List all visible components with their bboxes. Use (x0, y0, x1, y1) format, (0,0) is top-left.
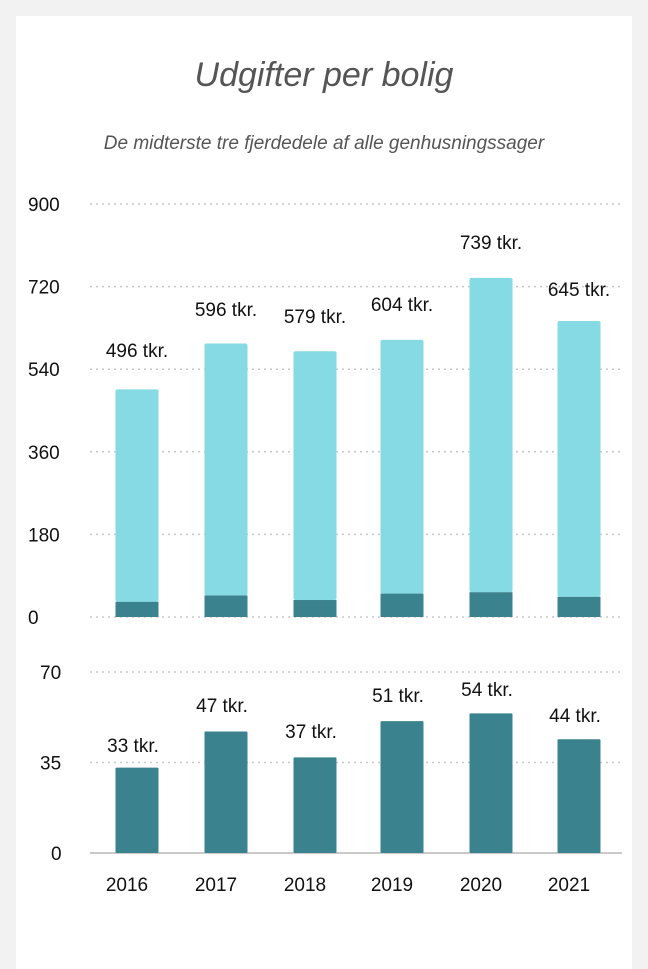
bottom-data-label: 54 tkr. (461, 680, 513, 701)
top-bar-light (115, 389, 159, 602)
top-bar-light (557, 321, 601, 597)
x-tick-label: 2017 (195, 875, 237, 896)
bottom-data-label: 37 tkr. (285, 722, 337, 743)
bottom-bar (293, 757, 337, 853)
bottom-bar (469, 713, 513, 853)
chart-subtitle: De midterste tre fjerdedele af alle genh… (103, 133, 545, 154)
top-data-label: 604 tkr. (371, 295, 433, 316)
top-bar-light (204, 343, 248, 596)
bottom-data-label: 44 tkr. (549, 706, 601, 727)
top-data-label: 645 tkr. (548, 280, 610, 301)
top-bar-light (469, 277, 513, 593)
bottom-bar (557, 739, 601, 853)
chart-title: Udgifter per bolig (194, 56, 454, 94)
top-bar-dark (115, 601, 159, 617)
top-y-tick-label: 0 (28, 608, 39, 629)
top-data-label: 739 tkr. (460, 233, 522, 254)
top-bar-dark (293, 600, 337, 617)
top-bar-light (293, 351, 337, 601)
x-tick-label: 2018 (284, 875, 326, 896)
bottom-y-tick-label: 35 (40, 754, 61, 775)
top-bar-dark (380, 593, 424, 617)
bottom-data-label: 47 tkr. (196, 696, 248, 717)
bottom-y-tick-label: 70 (40, 663, 61, 684)
top-data-label: 496 tkr. (106, 341, 168, 362)
x-tick-label: 2016 (106, 875, 148, 896)
top-bar-dark (469, 592, 513, 617)
top-bar-dark (204, 595, 248, 617)
top-y-tick-label: 900 (28, 195, 60, 216)
bottom-bar (204, 731, 248, 853)
top-y-tick-label: 360 (28, 443, 60, 464)
x-tick-label: 2019 (371, 875, 413, 896)
top-bar-dark (557, 596, 601, 617)
bottom-y-tick-label: 0 (51, 844, 62, 865)
x-tick-label: 2020 (460, 875, 502, 896)
bottom-bar (115, 767, 159, 853)
top-y-tick-label: 180 (28, 525, 60, 546)
top-y-tick-label: 720 (28, 278, 60, 299)
top-bar-light (380, 339, 424, 594)
bottom-bar (380, 721, 424, 853)
top-data-label: 579 tkr. (284, 307, 346, 328)
top-y-tick-label: 540 (28, 360, 60, 381)
bottom-data-label: 33 tkr. (107, 736, 159, 757)
x-tick-label: 2021 (548, 875, 590, 896)
top-data-label: 596 tkr. (195, 300, 257, 321)
bottom-data-label: 51 tkr. (372, 686, 424, 707)
